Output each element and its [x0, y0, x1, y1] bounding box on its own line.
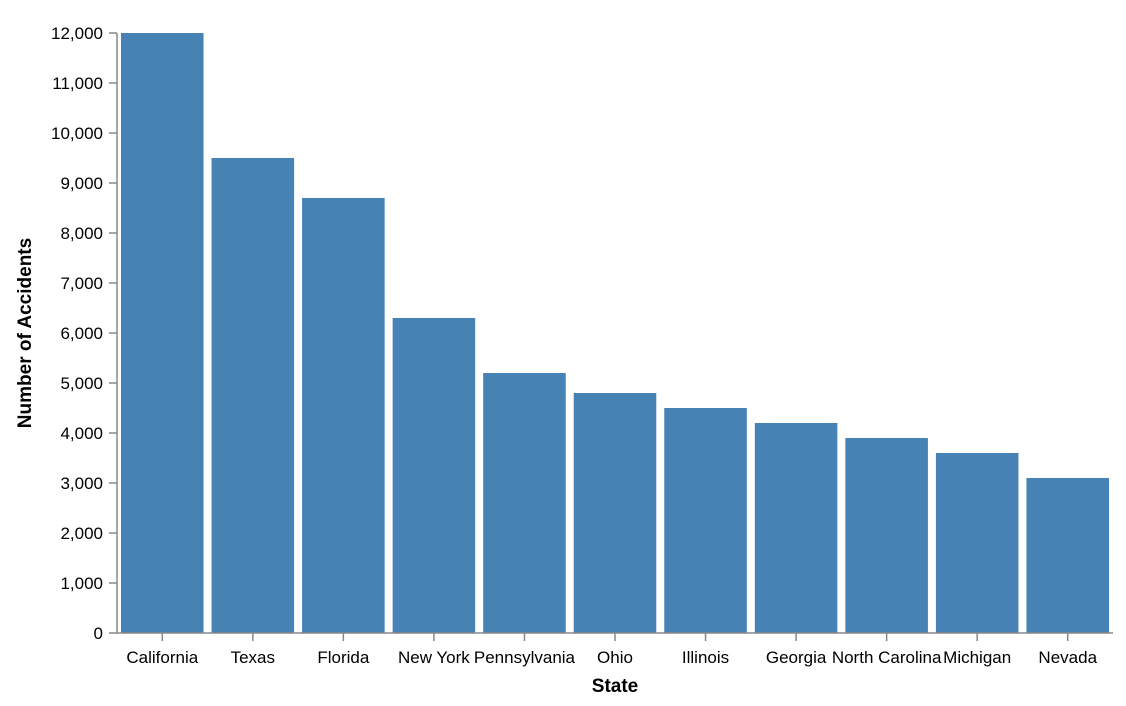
y-tick-label: 11,000 — [52, 74, 103, 93]
bar-california — [121, 33, 204, 633]
x-tick-label: California — [126, 648, 198, 667]
bar-florida — [302, 198, 385, 633]
y-axis: 0 1,000 2,000 3,000 4,000 5,000 6,000 7,000 8,00… — [51, 24, 118, 643]
x-tick-label: Michigan — [943, 648, 1011, 667]
bar-georgia — [754, 423, 838, 633]
y-tick-label: 2,000 — [60, 524, 103, 543]
bar-texas — [211, 158, 295, 633]
x-tick-label: Nevada — [1038, 648, 1097, 667]
x-tick-label: Florida — [317, 648, 370, 667]
bar-pennsylvania — [483, 373, 566, 633]
y-tick-label: 8,000 — [60, 224, 103, 243]
y-tick-label: 1,000 — [60, 574, 103, 593]
y-tick-label: 6,000 — [60, 324, 103, 343]
bar-new-york — [392, 318, 476, 633]
y-tick-label: 12,000 — [51, 24, 103, 43]
x-tick-label: Texas — [231, 648, 275, 667]
y-tick-label: 3,000 — [60, 474, 103, 493]
bar-ohio — [573, 393, 657, 633]
bar-north-carolina — [845, 438, 928, 633]
x-tick-label: Ohio — [597, 648, 633, 667]
x-axis: California Texas Florida New York Pennsylvan… — [117, 632, 1113, 667]
y-tick-label: 9,000 — [60, 174, 103, 193]
y-tick-label: 7,000 — [60, 274, 103, 293]
x-tick-label: New York — [398, 648, 470, 667]
bars-group — [121, 33, 1109, 633]
y-tick-label: 4,000 — [60, 424, 103, 443]
x-tick-label: Pennsylvania — [474, 648, 576, 667]
y-tick-label: 5,000 — [60, 374, 103, 393]
bar-michigan — [935, 453, 1019, 633]
bar-nevada — [1026, 478, 1109, 633]
x-tick-label: North Carolina — [832, 648, 942, 667]
y-tick-label: 10,000 — [51, 124, 103, 143]
bar-illinois — [664, 408, 747, 633]
x-tick-label: Illinois — [682, 648, 729, 667]
x-tick-label: Georgia — [766, 648, 827, 667]
y-axis-title: Number of Accidents — [15, 238, 36, 428]
y-tick-label: 0 — [94, 624, 103, 643]
x-axis-title: State — [592, 676, 638, 697]
